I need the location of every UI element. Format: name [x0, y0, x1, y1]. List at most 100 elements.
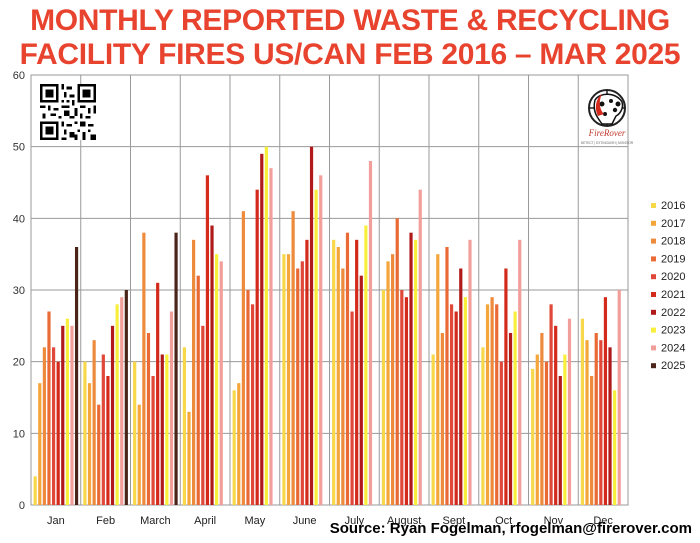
- bar-2017-april: [187, 411, 191, 505]
- bar-2017-march: [137, 404, 141, 505]
- bar-2024-jan: [70, 325, 74, 505]
- bar-2016-april: [182, 347, 187, 505]
- bar-2016-may: [232, 390, 236, 505]
- bar-2021-june: [305, 239, 309, 505]
- bar-2017-jan: [38, 383, 42, 505]
- bar-2022-june: [309, 146, 314, 506]
- bar-2019-march: [146, 333, 151, 505]
- bar-2020-april: [201, 325, 205, 505]
- x-tick-label: Feb: [96, 515, 115, 527]
- legend-label-2023: 2023: [661, 325, 685, 337]
- legend-swatch-2023: [651, 327, 656, 333]
- bar-2023-april: [215, 254, 219, 505]
- bar-2017-nov: [535, 354, 539, 505]
- bar-2018-april: [192, 239, 196, 505]
- bar-2018-nov: [540, 333, 544, 505]
- bar-2023-july: [364, 225, 368, 505]
- legend-swatch-2025: [651, 363, 656, 369]
- bar-2020-march: [151, 376, 155, 505]
- bar-2018-jan: [42, 347, 46, 505]
- bar-2019-may: [246, 290, 250, 505]
- legend-label-2019: 2019: [661, 253, 685, 265]
- legend-swatch-2016: [651, 203, 656, 208]
- bar-2021-dec: [603, 297, 608, 505]
- firerover-logo: FireRover DETECT | EXTINGUISH | MONITOR: [581, 89, 634, 145]
- logo-tagline: DETECT | EXTINGUISH | MONITOR: [581, 141, 634, 145]
- bar-2022-march: [160, 354, 164, 505]
- y-tick-label: 0: [19, 500, 25, 512]
- bar-2020-sept: [449, 304, 454, 505]
- bar-2018-june: [291, 211, 295, 506]
- bar-2019-feb: [97, 404, 101, 505]
- bar-2020-july: [350, 311, 354, 505]
- bar-2023-oct: [513, 311, 517, 505]
- bar-2016-oct: [481, 347, 485, 505]
- bar-2016-jan: [33, 476, 37, 505]
- bar-2021-oct: [504, 268, 508, 505]
- legend-swatch-2017: [651, 220, 656, 226]
- bar-2021-april: [205, 175, 210, 505]
- bar-2017-sept: [436, 254, 440, 505]
- x-tick-label: May: [244, 515, 265, 527]
- bar-2019-june: [296, 268, 300, 505]
- bar-2021-august: [404, 297, 409, 505]
- bar-2018-dec: [590, 376, 594, 505]
- legend-label-2017: 2017: [661, 218, 685, 230]
- bar-2022-dec: [608, 347, 612, 505]
- bar-2016-dec: [580, 318, 585, 505]
- legend-swatch-2022: [651, 309, 656, 315]
- bar-2017-august: [386, 261, 390, 505]
- y-tick-label: 60: [13, 70, 25, 82]
- bar-2021-jan: [56, 361, 60, 505]
- bar-2025-feb: [124, 290, 128, 505]
- legend-swatch-2021: [651, 292, 656, 297]
- bar-2022-july: [359, 275, 363, 505]
- bar-2022-august: [409, 232, 413, 506]
- bar-2023-may: [264, 146, 268, 506]
- bar-2022-oct: [508, 333, 513, 505]
- bar-2019-nov: [544, 361, 549, 505]
- bar-2016-june: [282, 254, 286, 505]
- bar-2016-nov: [531, 368, 535, 505]
- source-credit: Source: Ryan Fogelman, rfogelman@firerov…: [329, 520, 692, 537]
- legend-label-2016: 2016: [661, 200, 685, 212]
- legend-label-2018: 2018: [661, 236, 685, 248]
- bar-2025-march: [174, 232, 178, 506]
- legend-swatch-2020: [651, 274, 656, 280]
- qr-code-icon: [40, 84, 96, 140]
- bar-2017-may: [237, 383, 241, 505]
- bar-2024-dec: [617, 290, 621, 505]
- bar-2024-nov: [567, 318, 572, 505]
- bar-2024-feb: [120, 297, 124, 505]
- legend-swatch-2024: [651, 345, 656, 351]
- bar-2019-jan: [47, 311, 51, 505]
- legend-label-2022: 2022: [661, 307, 685, 319]
- bar-2020-may: [250, 304, 255, 505]
- x-tick-label: Nov: [544, 515, 564, 527]
- y-tick-label: 30: [13, 285, 25, 297]
- logo-name: FireRover: [588, 128, 626, 138]
- y-tick-label: 20: [13, 357, 25, 369]
- bar-2020-jan: [51, 347, 56, 505]
- bar-2023-june: [314, 189, 318, 506]
- bar-2022-feb: [110, 325, 115, 505]
- bar-2020-june: [300, 261, 304, 505]
- bar-2020-dec: [599, 340, 603, 505]
- bar-2018-march: [142, 232, 146, 506]
- bar-2022-nov: [558, 376, 562, 505]
- legend-label-2020: 2020: [661, 271, 685, 283]
- bar-2021-feb: [106, 376, 110, 505]
- bar-2017-oct: [485, 304, 490, 505]
- bar-2016-august: [381, 290, 386, 505]
- x-tick-label: April: [194, 515, 216, 527]
- bar-2023-sept: [463, 297, 467, 505]
- legend-label-2021: 2021: [661, 289, 685, 301]
- bar-2018-august: [391, 254, 395, 505]
- y-tick-label: 40: [13, 213, 25, 225]
- y-tick-label: 10: [13, 428, 25, 440]
- bar-2019-july: [345, 232, 350, 506]
- bar-2019-dec: [594, 333, 598, 505]
- chart-title-line1: MONTHLY REPORTED WASTE & RECYCLING: [30, 4, 670, 37]
- legend-swatch-2019: [651, 256, 656, 262]
